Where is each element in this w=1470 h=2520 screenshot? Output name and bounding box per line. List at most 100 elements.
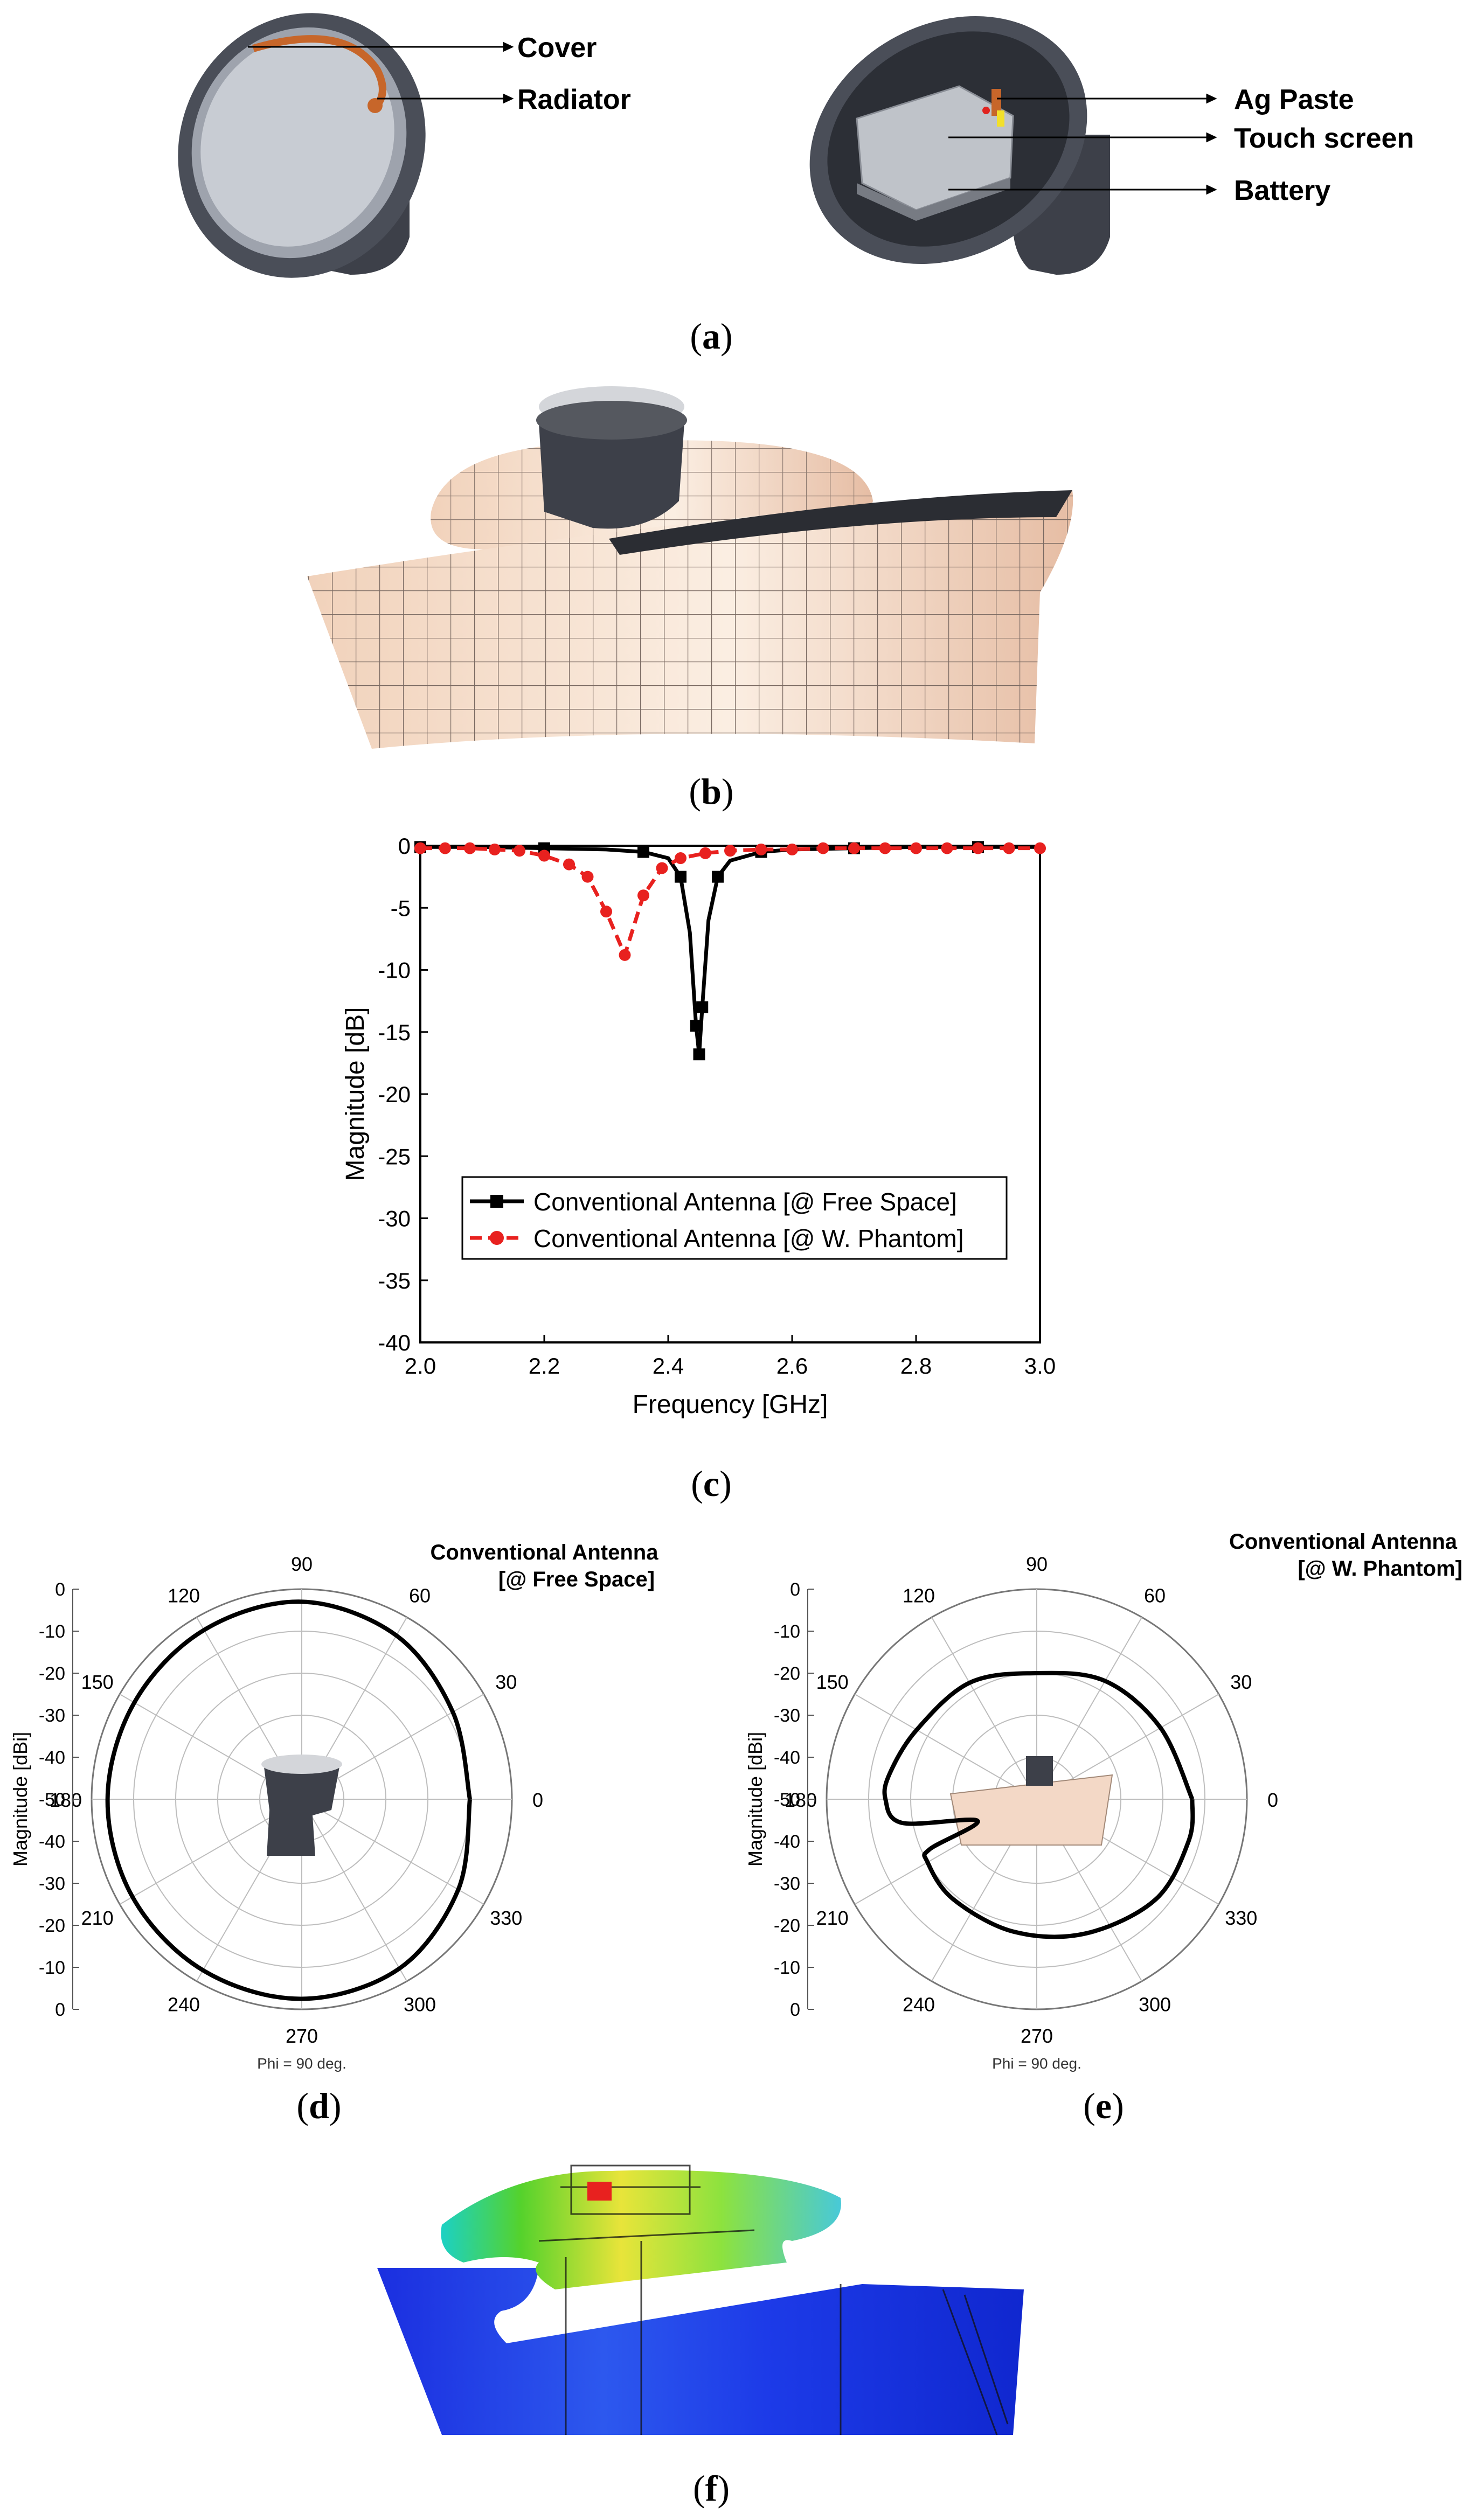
panel-a-illustration: Cover Radiator Ag Paste Touch screen Bat…	[178, 13, 1414, 278]
y-tick-label: -30	[378, 1206, 411, 1231]
radial-scale-label: -50	[774, 1790, 800, 1810]
polar-spoke	[301, 1799, 484, 1905]
polar-spoke	[931, 1617, 1037, 1800]
panel-c: 2.0 2.2 2.4 2.6 2.8 3.0 0 -5 -10 -15 -20 -25 -30 -35 -…	[0, 819, 1470, 1438]
polar-y-axis-label: Magnitude [dBi]	[9, 1732, 31, 1867]
y-tick-label: 0	[398, 833, 411, 859]
radial-scale-label: -40	[774, 1832, 800, 1852]
radial-scale-label: -30	[39, 1705, 65, 1726]
data-point-phantom	[1003, 842, 1015, 854]
polar-chart-phantom: 0 30 60 90 120 150 180 210 240 270 300 330 0 -10 -20 -3…	[744, 1530, 1462, 2072]
data-point-phantom	[675, 852, 687, 865]
x-tick-label: 3.0	[1024, 1353, 1056, 1379]
angle-label: 270	[1021, 2025, 1053, 2047]
radial-scale-label: -20	[774, 1916, 800, 1936]
data-point-phantom	[563, 858, 575, 871]
polar-y-axis-label: Magnitude [dBi]	[744, 1732, 766, 1867]
radial-scale-label: -40	[39, 1832, 65, 1852]
data-point-phantom	[619, 949, 631, 961]
radial-scale-label: 0	[790, 2000, 800, 2020]
radial-scale-label: -10	[39, 1958, 65, 1978]
radial-scale-label: -30	[774, 1705, 800, 1726]
radial-scale-label: -50	[39, 1790, 65, 1810]
y-tick-label: -15	[378, 1020, 411, 1045]
x-tick-label: 2.8	[900, 1353, 932, 1379]
angle-label: 60	[1144, 1585, 1166, 1607]
x-axis-label: Frequency [GHz]	[633, 1390, 828, 1419]
legend-marker-free-space	[490, 1195, 503, 1208]
data-point-phantom	[581, 871, 594, 883]
data-point-phantom	[699, 847, 711, 859]
angle-label: 30	[495, 1671, 517, 1693]
polar-spoke	[1036, 1617, 1142, 1800]
angle-label: 90	[291, 1553, 313, 1575]
angle-label: 90	[1026, 1553, 1048, 1575]
y-tick-label: -20	[378, 1082, 411, 1107]
y-tick-label: -35	[378, 1268, 411, 1293]
polar-title-line2: [@ Free Space]	[498, 1568, 655, 1591]
data-point-phantom	[656, 862, 668, 874]
legend-label-free-space: Conventional Antenna [@ Free Space]	[533, 1188, 957, 1216]
angle-label: 120	[168, 1585, 200, 1607]
x-tick-label: 2.2	[529, 1353, 560, 1379]
caption-f: (f)	[693, 2468, 730, 2509]
panel-d: 0 30 60 90 120 150 180 210 240 270 300 330 0 -10 -20 -3…	[0, 1524, 735, 2090]
data-point-phantom	[879, 842, 891, 854]
angle-label: 0	[1267, 1789, 1278, 1811]
polar-title-line1: Conventional Antenna	[431, 1541, 659, 1564]
data-point-phantom	[1034, 842, 1046, 854]
angle-label: 0	[532, 1789, 543, 1811]
polar-spoke	[301, 1799, 407, 1982]
polar-footer: Phi = 90 deg.	[257, 2055, 346, 2072]
current-distribution-illustration	[377, 2164, 1024, 2435]
radial-scale-label: -10	[774, 1958, 800, 1978]
angle-label: 210	[816, 1907, 849, 1929]
radial-scale-label: -20	[39, 1916, 65, 1936]
angle-label: 300	[404, 1993, 436, 2015]
data-point-phantom	[941, 842, 953, 854]
radial-scale-label: -20	[774, 1663, 800, 1684]
label-cover: Cover	[517, 32, 597, 64]
angle-label: 300	[1139, 1993, 1171, 2015]
radial-scale-label: -40	[774, 1748, 800, 1768]
data-point-phantom	[817, 842, 829, 854]
angle-label: 270	[286, 2025, 318, 2047]
data-point-phantom	[464, 842, 476, 854]
angle-label: 330	[1225, 1907, 1257, 1929]
data-point-free-space	[637, 846, 649, 858]
device-internal-view	[809, 16, 1110, 275]
caption-e: (e)	[1083, 2085, 1124, 2126]
caption-a: (a)	[690, 316, 733, 357]
legend-marker-phantom	[490, 1231, 504, 1245]
watch-inset	[264, 1767, 339, 1856]
radial-scale-label: -40	[39, 1748, 65, 1768]
polar-title-line2: [@ W. Phantom]	[1298, 1557, 1462, 1581]
radial-scale-label: -10	[39, 1621, 65, 1642]
angle-label: 60	[409, 1585, 431, 1607]
caption-d: (d)	[296, 2085, 342, 2126]
wrist-phantom-illustration	[307, 386, 1073, 749]
caption-c: (c)	[691, 1463, 732, 1504]
radiation-pattern-curve	[105, 1599, 472, 2001]
polar-title-line1: Conventional Antenna	[1229, 1530, 1458, 1554]
y-tick-label: -10	[378, 958, 411, 983]
data-point-phantom	[538, 850, 550, 862]
radial-scale-label: 0	[55, 1579, 65, 1600]
data-point-free-space	[693, 1048, 705, 1061]
panel-f	[0, 2133, 1470, 2467]
data-point-phantom	[972, 842, 984, 854]
watch-inset-face	[261, 1755, 342, 1774]
polar-footer: Phi = 90 deg.	[992, 2055, 1081, 2072]
x-tick-label: 2.4	[653, 1353, 684, 1379]
angle-label: 30	[1230, 1671, 1252, 1693]
data-point-free-space	[712, 871, 724, 883]
y-tick-label: -5	[391, 895, 411, 921]
plot-frame	[419, 845, 1041, 1343]
y-tick-label: -40	[378, 1330, 411, 1355]
x-tick-label: 2.6	[776, 1353, 808, 1379]
angle-label: 150	[816, 1671, 849, 1693]
legend-label-phantom: Conventional Antenna [@ W. Phantom]	[533, 1224, 964, 1252]
data-point-phantom	[489, 843, 501, 855]
y-axis-label: Magnitude [dB]	[341, 1007, 370, 1181]
watch-inset	[1026, 1756, 1053, 1786]
